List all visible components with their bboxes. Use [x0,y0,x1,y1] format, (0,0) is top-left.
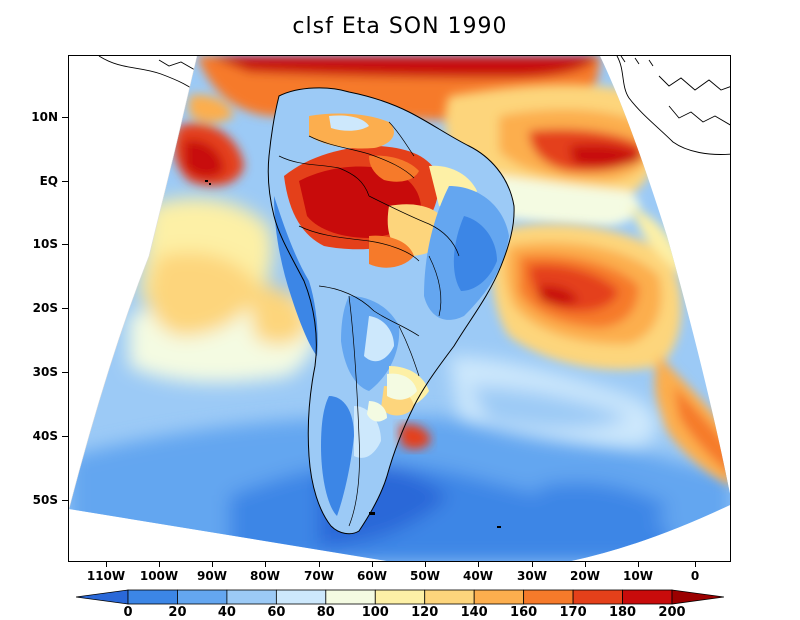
colorbar-bin [622,589,673,605]
lon-label-90w: 90W [197,569,227,583]
lat-tick-mark [62,181,68,182]
lon-label-100w: 100W [139,569,179,583]
colorbar-bin [275,589,327,605]
lat-tick-mark [62,372,68,373]
map-frame [68,55,731,562]
lon-label-70w: 70W [304,569,334,583]
colorbar-label: 0 [123,605,133,620]
colorbar-bin [473,589,525,605]
map-canvas [69,56,730,561]
colorbar-label: 80 [316,605,335,620]
precip-field [69,56,730,561]
lon-label-50w: 50W [410,569,440,583]
south-america-land [268,87,515,534]
lat-label-eq: EQ [39,174,58,188]
colorbar-bin [572,589,623,605]
colorbar-bin [226,589,277,605]
south-america-coastline [267,87,515,535]
colorbar-label: 40 [217,605,236,620]
lat-label-50s: 50S [32,493,58,507]
colorbar-label: 160 [510,605,538,620]
lon-label-10w: 10W [623,569,653,583]
lon-tick-mark [425,562,426,567]
lon-tick-mark [372,562,373,567]
colorbar-label: 180 [608,605,637,620]
colorbar-label: 20 [168,605,187,620]
lon-label-30w: 30W [517,569,547,583]
colorbar-bin [424,589,475,605]
colorbar [76,589,724,605]
lon-tick-mark [265,562,266,567]
projection-boundary [69,56,198,510]
colorbar-bin [177,589,228,605]
lon-tick-mark [695,562,696,567]
colorbar-label: 120 [411,605,439,620]
lat-label-10n: 10N [31,110,58,124]
colorbar-bin [374,589,426,605]
lat-tick-mark [62,500,68,501]
lon-tick-mark [319,562,320,567]
lon-tick-mark [212,562,213,567]
colorbar-bin [127,589,178,605]
lon-tick-mark [532,562,533,567]
lon-label-80w: 80W [250,569,280,583]
lon-label-40w: 40W [463,569,493,583]
colorbar-label: 140 [460,605,488,620]
country-borders [278,121,460,527]
colorbar-label: 60 [267,605,286,620]
colorbar-bin [325,589,376,605]
lat-label-40s: 40S [32,429,58,443]
lat-label-10s: 10S [32,237,58,251]
lat-label-20s: 20S [32,301,58,315]
africa-coastline [616,56,730,155]
lon-tick-mark [585,562,586,567]
colorbar-label: 200 [658,605,686,620]
lon-label-20w: 20W [570,569,600,583]
colorbar-bin [523,589,574,605]
lat-tick-mark [62,436,68,437]
lat-tick-mark [62,244,68,245]
colorbar-high-cap [671,589,724,605]
colorbar-label: 170 [559,605,587,620]
lon-tick-mark [638,562,639,567]
colorbar-low-cap [76,589,129,605]
lon-tick-mark [106,562,107,567]
lat-tick-mark [62,117,68,118]
lon-tick-mark [478,562,479,567]
lon-label-60w: 60W [357,569,387,583]
lat-tick-mark [62,308,68,309]
colorbar-label: 100 [361,605,389,620]
lat-label-30s: 30S [32,365,58,379]
lon-tick-mark [159,562,160,567]
lon-label-110w: 110W [86,569,126,583]
lon-label-0: 0 [690,569,700,583]
map-title: clsf Eta SON 1990 [292,14,508,39]
